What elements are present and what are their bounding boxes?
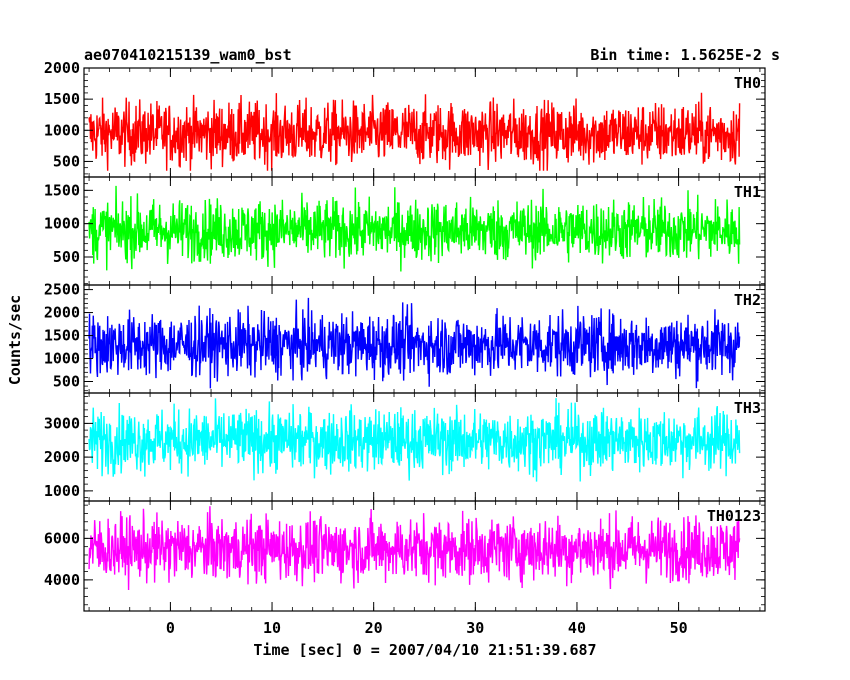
y-tick-label: 4000 bbox=[44, 571, 80, 589]
y-tick-label: 1000 bbox=[44, 215, 80, 233]
x-tick-label: 40 bbox=[568, 619, 586, 637]
series-th2-line bbox=[88, 297, 741, 389]
y-tick-label: 2500 bbox=[44, 281, 80, 299]
x-axis-label: Time [sec] 0 = 2007/04/10 21:51:39.687 bbox=[253, 641, 596, 659]
y-tick-label: 1000 bbox=[44, 350, 80, 368]
y-tick-label: 1500 bbox=[44, 327, 80, 345]
y-tick-label: 2000 bbox=[44, 304, 80, 322]
y-tick-label: 500 bbox=[53, 373, 80, 391]
x-tick-label: 0 bbox=[166, 619, 175, 637]
series-th0123-line bbox=[88, 506, 741, 590]
y-tick-label: 3000 bbox=[44, 414, 80, 432]
y-tick-label: 500 bbox=[53, 152, 80, 170]
x-tick-label: 20 bbox=[365, 619, 383, 637]
chart-title: ae070410215139_wam0_bst bbox=[84, 46, 292, 64]
y-tick-label: 1500 bbox=[44, 181, 80, 199]
y-tick-label: 1500 bbox=[44, 90, 80, 108]
y-tick-label: 1000 bbox=[44, 121, 80, 139]
bin-time-label: Bin time: 1.5625E-2 s bbox=[590, 46, 780, 64]
y-tick-label: 500 bbox=[53, 248, 80, 266]
panel-tag-th3: TH3 bbox=[734, 399, 761, 417]
panel-tag-th2: TH2 bbox=[734, 291, 761, 309]
x-tick-label: 10 bbox=[263, 619, 281, 637]
y-tick-label: 1000 bbox=[44, 482, 80, 500]
panel-tag-th1: TH1 bbox=[734, 183, 761, 201]
panel-th0123-frame bbox=[83, 500, 766, 612]
y-tick-label: 2000 bbox=[44, 59, 80, 77]
series-th3-line bbox=[88, 398, 741, 482]
y-tick-label: 2000 bbox=[44, 448, 80, 466]
panel-tag-th0123: TH0123 bbox=[707, 507, 761, 525]
y-axis-label: Counts/sec bbox=[6, 295, 24, 385]
series-th0-line bbox=[88, 92, 741, 171]
y-tick-label: 6000 bbox=[44, 529, 80, 547]
panel-tag-th0: TH0 bbox=[734, 74, 761, 92]
x-tick-label: 30 bbox=[466, 619, 484, 637]
series-th1-line bbox=[88, 185, 741, 272]
x-tick-label: 50 bbox=[670, 619, 688, 637]
